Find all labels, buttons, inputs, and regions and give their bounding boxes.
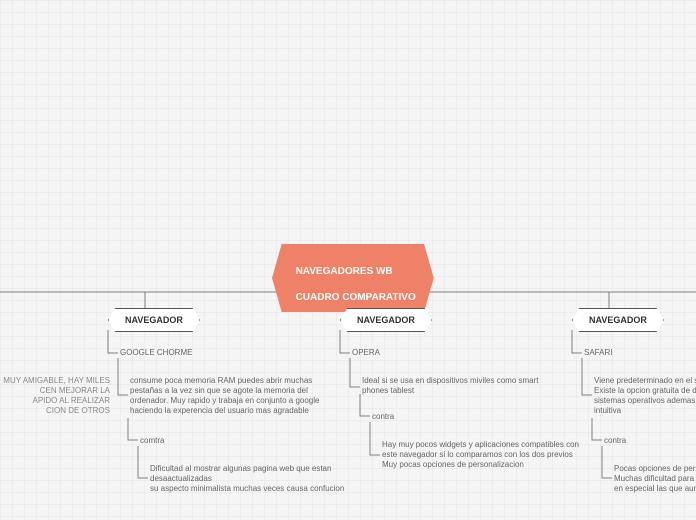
branch-cons-2: Hay muy pocos widgets y aplicaciones com… — [382, 440, 592, 470]
root-line1: NAVEGADORES WB — [296, 266, 393, 277]
branch-pros-1: consume poca memoria RAM puedes abrir mu… — [130, 376, 340, 416]
root-line2: CUADRO COMPARATIVO — [296, 292, 416, 303]
branch-node-1[interactable]: NAVEGADOR — [108, 308, 200, 332]
branch-pros-2: Ideal si se usa en dispositivos miviles … — [362, 376, 562, 396]
branch-node-2[interactable]: NAVEGADOR — [340, 308, 432, 332]
branch-pros-3: Viene predeterminado en el sistema opera… — [594, 376, 696, 416]
branch-contra-label-3: contra — [604, 436, 626, 446]
branch-label-2: NAVEGADOR — [357, 315, 415, 325]
branch-node-3[interactable]: NAVEGADOR — [572, 308, 664, 332]
branch-contra-label-1: comtra — [140, 436, 164, 446]
branch-sub-1: GOOGLE CHORME — [120, 348, 192, 358]
branch-sub-3: SAFARI — [584, 348, 612, 358]
branch-label-3: NAVEGADOR — [589, 315, 647, 325]
branch-sub-2: OPERA — [352, 348, 380, 358]
left-fragment: MUY AMIGABLE, HAY MILES CEN MEJORAR LA A… — [0, 376, 110, 416]
mindmap-canvas: NAVEGADORES WB CUADRO COMPARATIVO MUY AM… — [0, 0, 696, 520]
root-node[interactable]: NAVEGADORES WB CUADRO COMPARATIVO — [272, 244, 434, 312]
branch-cons-3: Pocas opciones de personalizacion Muchas… — [614, 464, 696, 494]
branch-label-1: NAVEGADOR — [125, 315, 183, 325]
branch-cons-1: Dificultad al mostrar algunas pagina web… — [150, 464, 350, 494]
branch-contra-label-2: contra — [372, 412, 394, 422]
